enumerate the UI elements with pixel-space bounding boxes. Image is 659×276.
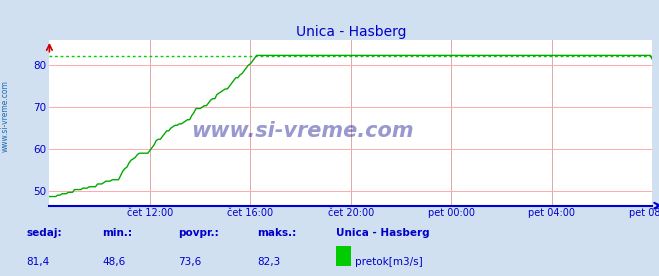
- Text: Unica - Hasberg: Unica - Hasberg: [336, 228, 430, 238]
- Text: 82,3: 82,3: [257, 257, 280, 267]
- Text: 81,4: 81,4: [26, 257, 49, 267]
- Text: www.si-vreme.com: www.si-vreme.com: [1, 80, 10, 152]
- Title: Unica - Hasberg: Unica - Hasberg: [296, 25, 406, 39]
- Text: maks.:: maks.:: [257, 228, 297, 238]
- Text: 73,6: 73,6: [178, 257, 201, 267]
- Text: www.si-vreme.com: www.si-vreme.com: [191, 121, 414, 141]
- Text: povpr.:: povpr.:: [178, 228, 219, 238]
- Text: sedaj:: sedaj:: [26, 228, 62, 238]
- Text: 48,6: 48,6: [102, 257, 125, 267]
- Text: min.:: min.:: [102, 228, 132, 238]
- Text: pretok[m3/s]: pretok[m3/s]: [355, 257, 422, 267]
